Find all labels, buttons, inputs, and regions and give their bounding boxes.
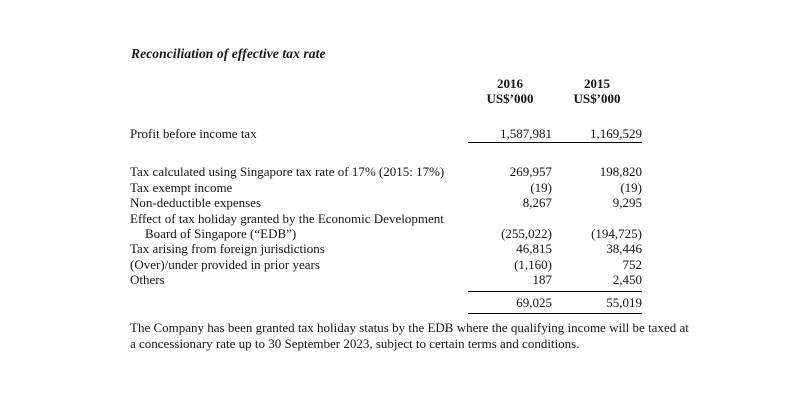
table-row-others: Others 187 2,450 [130,272,642,292]
row-label: Non-deductible expenses [130,195,262,211]
row-values: 269,957 198,820 [468,164,642,179]
row-values: 187 2,450 [468,272,642,292]
row-values [468,211,642,226]
value-2016 [468,211,552,226]
table-row-tax-holiday-line2: Board of Singapore (“EDB”) (255,022) (19… [130,226,642,241]
value-2015: 9,295 [612,195,642,211]
column-header-2015: 2015 US$’000 [552,76,642,106]
value-2015: (194,725) [591,226,642,242]
row-values: (1,160) 752 [468,257,642,272]
row-values: 1,587,981 1,169,529 [468,126,642,144]
footnote-paragraph: The Company has been granted tax holiday… [130,320,689,351]
value-2015: 2,450 [612,272,642,288]
table-row-prior-years: (Over)/under provided in prior years (1,… [130,257,642,272]
value-2016: 187 [532,272,553,288]
value-2016: (255,022) [501,226,552,242]
table-row-total: 69,025 55,019 [130,292,642,315]
row-label: Tax exempt income [130,179,233,195]
value-2015: 38,446 [606,241,642,257]
column-headers: 2016 US$’000 2015 US$’000 [468,76,642,106]
value-2016: 8,267 [522,195,552,211]
value-2015: 1,169,529 [590,126,642,141]
value-2016: 46,815 [516,241,552,257]
row-label: Effect of tax holiday granted by the Eco… [130,210,444,226]
column-unit-2016: US$’000 [486,91,534,106]
row-values: (19) (19) [468,180,642,195]
column-year-2016: 2016 [497,76,523,91]
value-2016: (19) [530,179,552,195]
value-2016: (1,160) [514,256,552,272]
row-label: Tax arising from foreign jurisdictions [130,241,325,257]
value-2015 [552,211,642,226]
row-label: Board of Singapore (“EDB”) [145,226,297,242]
row-label: Profit before income tax [130,126,257,141]
value-2016: 69,025 [516,294,552,310]
table-row-tax-calculated: Tax calculated using Singapore tax rate … [130,164,642,179]
row-label: Tax calculated using Singapore tax rate … [130,164,445,180]
tax-reconciliation-table: 2016 US$’000 2015 US$’000 Profit before … [130,76,642,315]
value-2015: 55,019 [606,294,642,310]
value-2016: 269,957 [509,164,552,180]
column-header-2016: 2016 US$’000 [468,76,552,106]
row-label: Others [130,272,165,288]
column-unit-2015: US$’000 [573,91,621,106]
row-label [130,292,468,314]
value-2016: 1,587,981 [500,126,552,141]
row-values: (255,022) (194,725) [468,226,642,241]
row-values: 46,815 38,446 [468,241,642,256]
row-label: (Over)/under provided in prior years [130,256,320,272]
column-year-2015: 2015 [584,76,610,91]
section-title: Reconciliation of effective tax rate [131,46,326,61]
value-2015: 752 [622,256,643,272]
table-row-tax-holiday-line1: Effect of tax holiday granted by the Eco… [130,211,642,226]
row-values: 8,267 9,295 [468,195,642,210]
table-row-profit-before-tax: Profit before income tax 1,587,981 1,169… [130,126,642,144]
table-row-tax-exempt-income: Tax exempt income (19) (19) [130,180,642,195]
value-2015: 198,820 [599,164,642,180]
table-row-non-deductible-expenses: Non-deductible expenses 8,267 9,295 [130,195,642,210]
value-2015: (19) [620,179,642,195]
row-values: 69,025 55,019 [468,292,642,315]
table-row-foreign-jurisdictions: Tax arising from foreign jurisdictions 4… [130,241,642,256]
